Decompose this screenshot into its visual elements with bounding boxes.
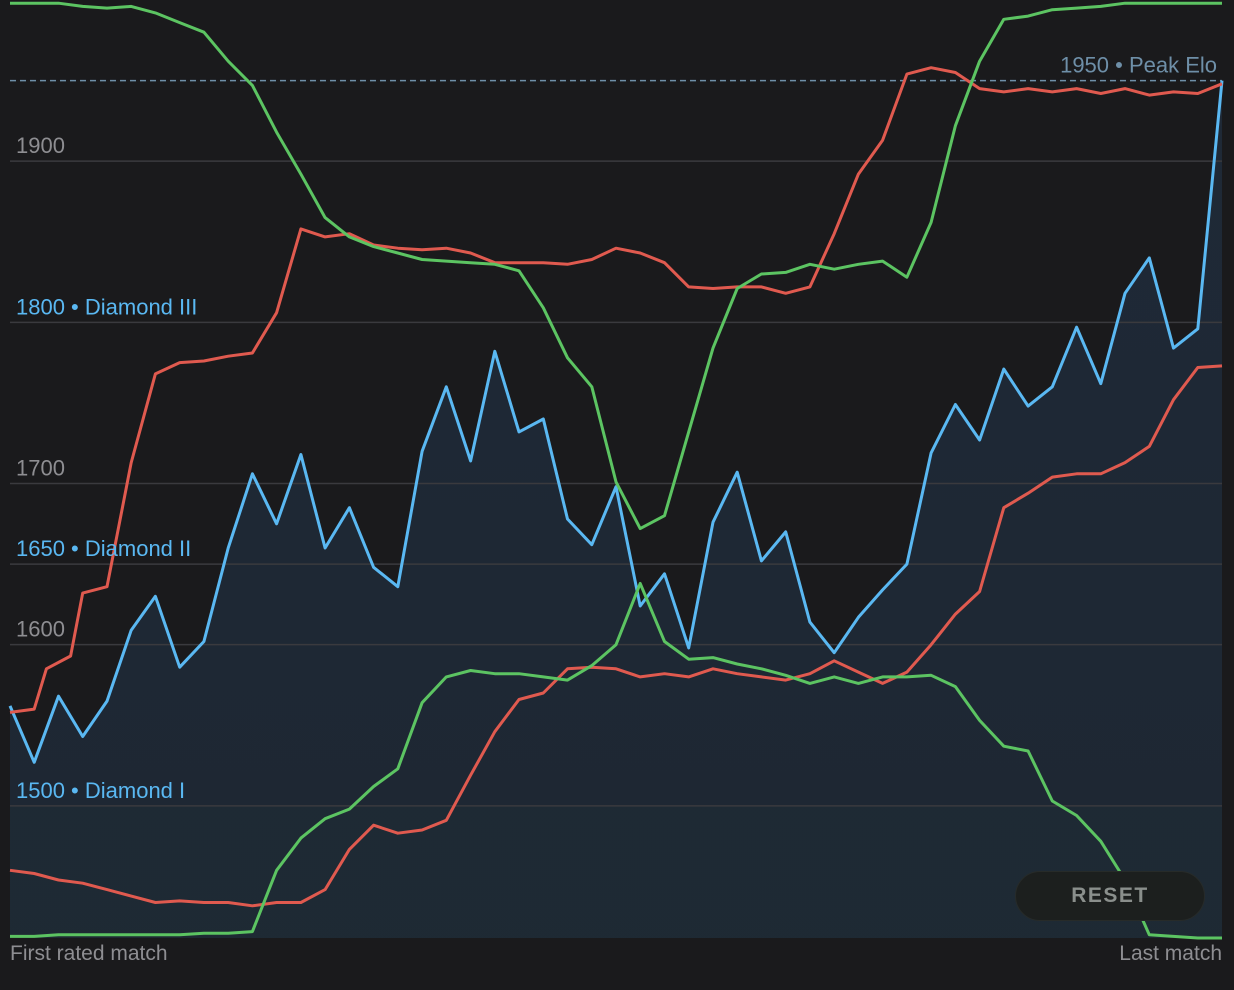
y-tick-label: 1500 • Diamond I	[16, 778, 185, 803]
y-tick-label: 1800 • Diamond III	[16, 294, 197, 319]
y-tick-label: 1600	[16, 617, 65, 642]
series-line-red-lower	[9, 364, 1223, 908]
y-tick-label: 1900	[16, 133, 65, 158]
series-line-red-upper	[9, 66, 1223, 714]
peak-label: 1950 • Peak Elo	[1060, 53, 1217, 78]
x-start-label: First rated match	[10, 942, 168, 965]
y-tick-label: 1700	[16, 456, 65, 481]
series-line-elo	[8, 80, 1224, 764]
x-end-label: Last match	[1119, 942, 1222, 965]
series-line-green-lower	[10, 581, 1222, 940]
elo-chart[interactable]: 1900 1800 • Diamond III 1700 1650 • Diamond…	[0, 0, 1234, 940]
y-tick-label: 1650 • Diamond II	[16, 536, 191, 561]
reset-button[interactable]: RESET	[1015, 871, 1205, 921]
series-line-green-upper	[10, 1, 1222, 531]
elo-area	[10, 80, 1222, 939]
